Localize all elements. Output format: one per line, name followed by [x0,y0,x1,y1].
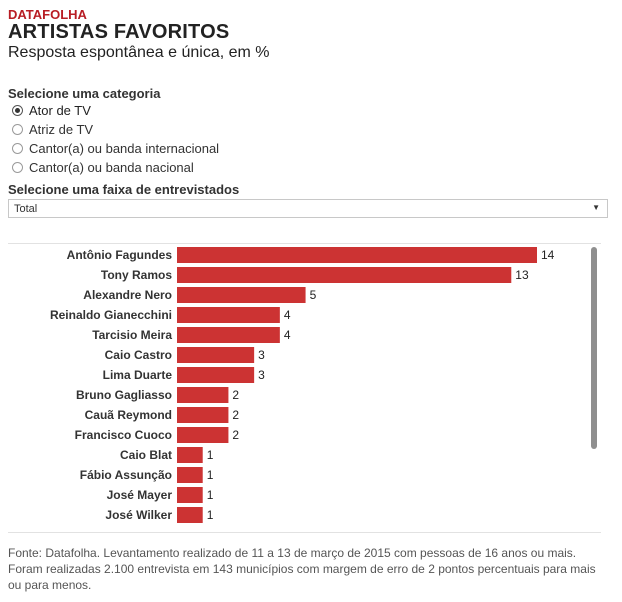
bar[interactable] [177,347,255,363]
bar[interactable] [177,387,229,403]
data-label: 2 [232,408,239,422]
category-label: José Wilker [105,508,172,522]
range-selector-label: Selecione uma faixa de entrevistados [8,182,240,197]
category-option[interactable]: Ator de TV [12,101,219,120]
chart-scrollbar[interactable] [591,247,597,449]
bar[interactable] [177,407,229,423]
category-label: Antônio Fagundes [67,248,173,262]
data-label: 3 [258,348,265,362]
category-label: Bruno Gagliasso [76,388,172,402]
category-option-label: Atriz de TV [29,122,94,137]
bar[interactable] [177,487,203,503]
category-label: José Mayer [107,488,173,502]
category-label: Caio Blat [120,448,172,462]
category-label: Fábio Assunção [80,468,172,482]
category-selector-label: Selecione uma categoria [8,86,161,101]
category-option-label: Cantor(a) ou banda internacional [29,141,220,156]
data-label: 4 [284,308,291,322]
category-label: Caio Castro [105,348,172,362]
data-label: 1 [207,488,214,502]
category-label: Tarcisio Meira [92,328,172,342]
category-label: Tony Ramos [101,268,172,282]
category-label: Francisco Cuoco [75,428,172,442]
range-dropdown-value: Total [14,202,38,215]
data-label: 1 [207,448,214,462]
page-title: ARTISTAS FAVORITOS [8,21,230,43]
bar[interactable] [177,427,229,443]
category-label: Reinaldo Gianecchini [50,308,172,322]
data-label: 5 [310,288,317,302]
category-radio-group: Ator de TV Atriz de TV Cantor(a) ou banda … [12,101,219,177]
category-label: Cauã Reymond [85,408,172,422]
radio-button[interactable] [12,143,23,154]
radio-button[interactable] [12,105,23,116]
data-label: 1 [207,468,214,482]
bar[interactable] [177,467,203,483]
bar[interactable] [177,327,280,343]
range-dropdown[interactable]: Total ▼ [8,199,608,218]
data-label: 14 [541,248,555,262]
data-label: 3 [258,368,265,382]
bar[interactable] [177,267,512,283]
bar[interactable] [177,247,537,263]
radio-button[interactable] [12,162,23,173]
bar[interactable] [177,287,306,303]
category-option-label: Cantor(a) ou banda nacional [29,160,194,175]
chart-frame[interactable]: Antônio Fagundes 14 Tony Ramos 13 Alexandre … [8,243,601,533]
bar[interactable] [177,367,255,383]
category-label: Alexandre Nero [83,288,172,302]
category-option[interactable]: Atriz de TV [12,120,219,139]
chevron-down-icon: ▼ [592,203,600,212]
category-option[interactable]: Cantor(a) ou banda internacional [12,139,219,158]
brand-label: DATAFOLHA [8,7,87,22]
footnote: Fonte: Datafolha. Levantamento realizado… [8,546,596,592]
category-option-label: Ator de TV [29,103,91,118]
bar[interactable] [177,447,203,463]
data-label: 13 [515,268,529,282]
data-label: 2 [232,428,239,442]
category-label: Lima Duarte [103,368,173,382]
page-subtitle: Resposta espontânea e única, em % [8,44,270,61]
data-label: 1 [207,508,214,522]
category-option[interactable]: Cantor(a) ou banda nacional [12,158,219,177]
data-label: 4 [284,328,291,342]
data-label: 2 [232,388,239,402]
bar[interactable] [177,507,203,523]
bar[interactable] [177,307,280,323]
radio-button[interactable] [12,124,23,135]
